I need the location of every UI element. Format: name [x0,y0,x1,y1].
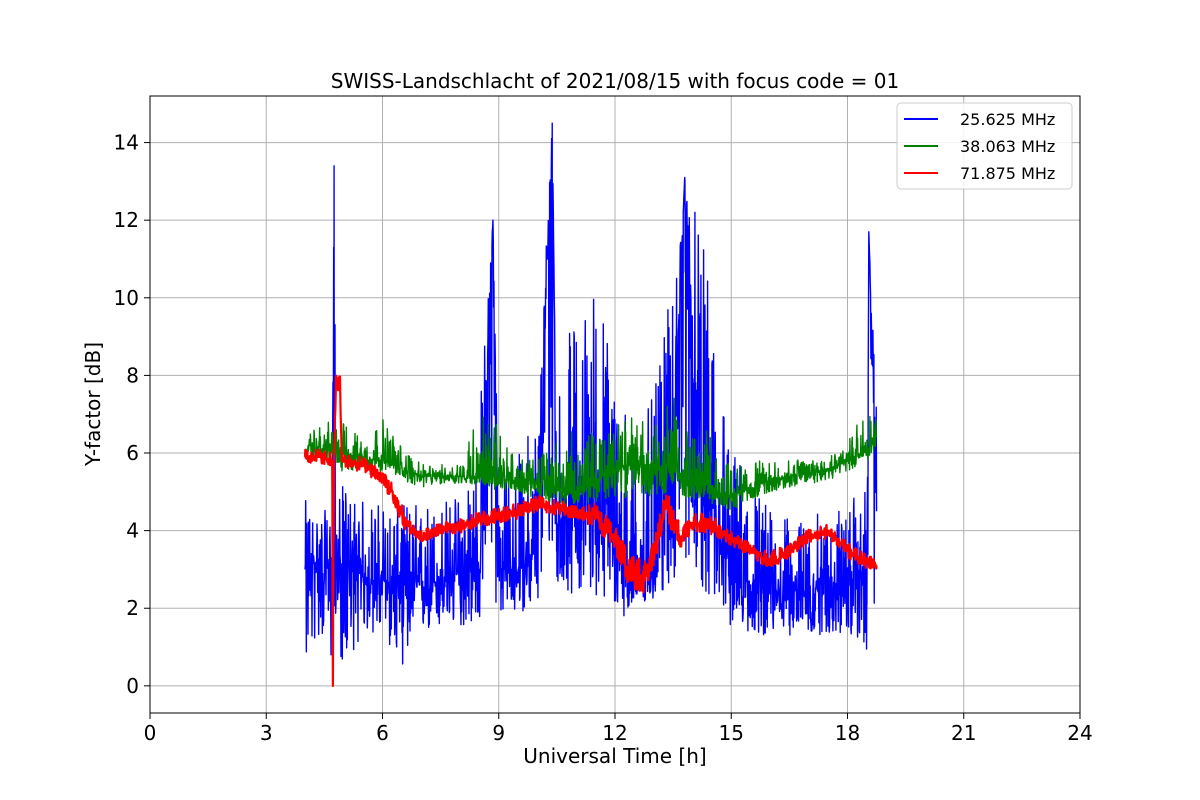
legend-label: 71.875 MHz [960,164,1055,183]
legend: 25.625 MHz 38.063 MHz 71.875 MHz [896,102,1073,190]
x-tick-label: 9 [492,721,505,745]
y-tick-label: 2 [126,596,139,620]
plot-area [303,122,878,687]
y-tick-label: 12 [114,208,139,232]
x-tick-label: 15 [719,721,744,745]
x-tick-label: 21 [951,721,976,745]
y-tick-label: 0 [126,674,139,698]
x-tick-label: 6 [376,721,389,745]
x-axis-ticks: 0 3 6 9 12 15 18 21 24 [144,713,1093,745]
x-tick-label: 12 [602,721,627,745]
chart-title: SWISS-Landschlacht of 2021/08/15 with fo… [331,69,899,93]
y-axis-ticks: 0 2 4 6 8 10 12 14 [114,131,150,698]
x-tick-label: 18 [835,721,860,745]
series-line-2 [304,397,878,510]
x-axis-label: Universal Time [h] [523,744,706,768]
legend-box [896,102,1073,190]
legend-label: 25.625 MHz [960,110,1055,129]
series-layer [303,122,878,687]
series-line-3 [303,374,878,687]
legend-label: 38.063 MHz [960,137,1055,156]
series-line-1 [304,122,878,665]
y-tick-label: 10 [114,286,139,310]
x-tick-label: 3 [260,721,273,745]
y-axis-label: Y-factor [dB] [81,342,105,467]
y-tick-label: 4 [126,519,139,543]
y-tick-label: 6 [126,441,139,465]
x-tick-label: 0 [144,721,157,745]
x-tick-label: 24 [1067,721,1092,745]
y-tick-label: 14 [114,131,139,155]
y-tick-label: 8 [126,363,139,387]
